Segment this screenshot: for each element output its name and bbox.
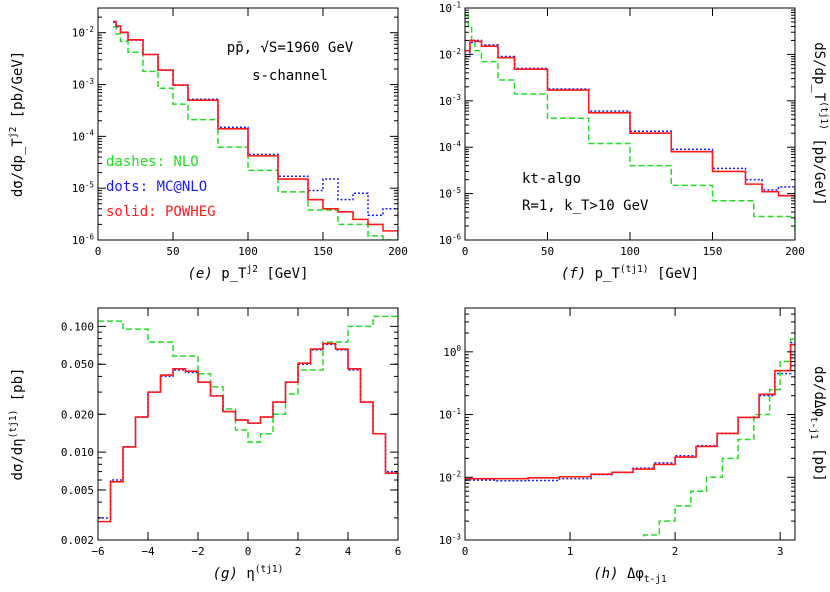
y-tick-label: 10-4: [72, 129, 95, 144]
y-axis-label: dσ/dp_Tj2 [pb/GeV]: [8, 51, 26, 197]
x-tick-label: 200: [388, 245, 408, 258]
y-tick-label: 10-4: [439, 140, 462, 155]
x-tick-label: −6: [91, 545, 104, 558]
x-tick-label: 1: [567, 545, 574, 558]
x-tick-label: 2: [672, 545, 679, 558]
plot-frame: [464, 307, 796, 541]
x-axis-label: (g) η(tj1): [213, 564, 284, 582]
chart-panel-h: 0 1 2 3 10-3 10-2 10-1 100 (h) Δφt-j1 dσ/dΔφt-j1 …: [439, 307, 827, 585]
legend-entry: solid: POWHEG: [106, 204, 216, 220]
x-tick-label: −2: [191, 545, 204, 558]
x-tick-label: 0: [95, 245, 102, 258]
y-tick-label: 100: [443, 344, 461, 359]
annotation-channel: s-channel: [252, 68, 328, 84]
y-tick-label: 10-3: [439, 93, 461, 108]
y-axis-label: dσ/dΔφt-j1 [pb]: [808, 366, 827, 482]
x-tick-label: 50: [541, 245, 554, 258]
series-line-powheg: [465, 39, 795, 199]
y-tick-label: 10-2: [439, 470, 461, 485]
x-tick-label: 150: [313, 245, 333, 258]
series-line-powheg: [98, 342, 398, 523]
y-tick-label: 0.100: [61, 320, 94, 333]
y-tick-label: 10-5: [72, 181, 94, 196]
x-tick-label: 0: [245, 545, 252, 558]
x-tick-label: 150: [703, 245, 723, 258]
y-tick-label: 10-2: [439, 47, 461, 62]
series-line-mc-nlo: [113, 21, 398, 220]
series-group: [98, 308, 398, 523]
series-line-nlo: [642, 338, 795, 540]
x-tick-label: 4: [345, 545, 352, 558]
legend-entry: dots: MC@NLO: [106, 179, 207, 195]
annotation-algorithm: kt-algo: [522, 171, 581, 187]
y-tick-label: 10-1: [439, 0, 461, 15]
y-tick-label: 10-6: [72, 232, 95, 247]
y-tick-label: 10-3: [72, 77, 94, 92]
y-axis-label: dσ/dη(tj1) [pb]: [8, 368, 26, 481]
y-axis-label: dS/dp_T(tj1) [pb/GeV]: [811, 42, 829, 206]
legend-entry: dashes: NLO: [106, 154, 199, 170]
x-tick-label: 100: [620, 245, 640, 258]
series-line-powheg: [465, 343, 795, 480]
y-tick-label: 10-1: [439, 407, 461, 422]
series-line-nlo: [113, 26, 398, 240]
x-tick-label: −4: [141, 545, 155, 558]
y-tick-label: 0.050: [61, 358, 94, 371]
x-axis-label: (h) Δφt-j1: [593, 566, 667, 585]
series-line-nlo: [98, 308, 398, 443]
series-group: [465, 14, 795, 232]
annotation-cut: R=1, k_T>10 GeV: [522, 198, 649, 214]
series-group: [113, 20, 398, 240]
x-tick-label: 200: [785, 245, 805, 258]
y-tick-label: 10-6: [439, 232, 462, 247]
annotation-energy: pp̄, √S=1960 GeV: [227, 40, 354, 56]
y-tick-label: 10-2: [72, 25, 94, 40]
y-tick-label: 10-5: [439, 186, 461, 201]
x-axis-label: (e) p_Tj2 [GeV]: [187, 264, 308, 282]
y-tick-label: 0.005: [61, 484, 94, 497]
chart-panel-e: 0 50 100 150 200 10-6 10-5 10-4 10-3 10-2 (e) p_Tj…: [8, 7, 408, 282]
plot-frame: [97, 307, 399, 541]
series-line-mc-nlo: [98, 343, 398, 519]
x-tick-label: 50: [166, 245, 179, 258]
x-tick-label: 3: [777, 545, 784, 558]
chart-panel-f: 0 50 100 150 200 10-6 10-5 10-4 10-3 10-2 10-1 (f) …: [439, 0, 829, 282]
y-tick-label: 0.020: [61, 408, 94, 421]
x-tick-label: 100: [238, 245, 258, 258]
chart-panel-g: −6 −4 −2 0 2 4 6 0.002 0.005 0.010 0.020 0.050 0.100…: [8, 307, 402, 582]
x-tick-label: 2: [295, 545, 302, 558]
y-tick-label: 0.010: [61, 446, 94, 459]
x-tick-label: 0: [462, 245, 469, 258]
y-tick-label: 0.002: [61, 534, 94, 547]
series-group: [465, 338, 795, 540]
y-tick-label: 10-3: [439, 532, 461, 547]
series-line-powheg: [113, 20, 398, 236]
x-axis-label: (f) p_T(tj1) [GeV]: [561, 264, 699, 282]
x-tick-label: 6: [395, 545, 402, 558]
x-tick-label: 0: [462, 545, 469, 558]
series-line-mc-nlo: [465, 341, 795, 482]
